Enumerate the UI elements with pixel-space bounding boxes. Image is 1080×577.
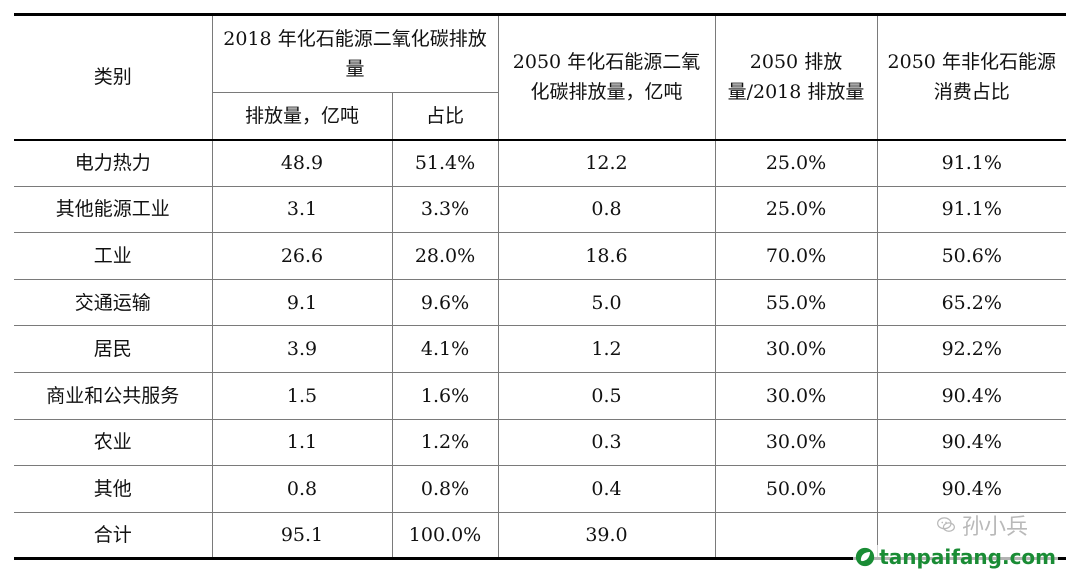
cell-2050-emission: 5.0 — [497, 279, 716, 327]
cell-2050-nonfossil-share: 50.6% — [876, 232, 1066, 280]
table-row: 其他能源工业 3.1 3.3% 0.8 25.0% 91.1% — [14, 186, 1066, 234]
cell-emission-ratio: 30.0% — [714, 419, 878, 467]
cell-category: 电力热力 — [14, 139, 213, 187]
emissions-table: 类别 2018 年化石能源二氧化碳排放量 2050 年化石能源二氧化碳排放量，亿… — [14, 13, 1066, 561]
cell-2050-emission: 1.2 — [497, 325, 716, 373]
cell-2018-share: 0.8% — [391, 465, 499, 513]
header-2018-share: 占比 — [391, 92, 498, 141]
cell-emission-ratio: 30.0% — [714, 372, 878, 420]
table-row: 电力热力 48.9 51.4% 12.2 25.0% 91.1% — [14, 139, 1066, 187]
cell-2018-emission: 9.1 — [211, 279, 393, 327]
cell-category: 农业 — [14, 419, 213, 467]
cell-2018-share: 9.6% — [391, 279, 499, 327]
cell-2018-emission: 1.1 — [211, 419, 393, 467]
cell-emission-ratio: 55.0% — [714, 279, 878, 327]
cell-category: 其他 — [14, 465, 213, 513]
table-row: 商业和公共服务 1.5 1.6% 0.5 30.0% 90.4% — [14, 372, 1066, 420]
cell-2050-nonfossil-share: 65.2% — [876, 279, 1066, 327]
cell-2050-nonfossil-share: 92.2% — [876, 325, 1066, 373]
cell-2018-share: 51.4% — [391, 139, 499, 187]
cell-category: 其他能源工业 — [14, 186, 213, 234]
cell-2018-emission: 26.6 — [211, 232, 393, 280]
cell-emission-ratio: 25.0% — [714, 186, 878, 234]
cell-2018-emission: 0.8 — [211, 465, 393, 513]
cell-2050-emission: 0.4 — [497, 465, 716, 513]
cell-2018-emission: 1.5 — [211, 372, 393, 420]
table-row: 工业 26.6 28.0% 18.6 70.0% 50.6% — [14, 232, 1066, 280]
header-emission-ratio: 2050 排放量/2018 排放量 — [714, 13, 878, 141]
header-2050-emission: 2050 年化石能源二氧化碳排放量，亿吨 — [497, 13, 716, 141]
table-row: 合计 95.1 100.0% 39.0 — [14, 512, 1066, 561]
cell-2018-share: 3.3% — [391, 186, 499, 234]
table-row: 居民 3.9 4.1% 1.2 30.0% 92.2% — [14, 325, 1066, 373]
cell-2050-emission: 12.2 — [497, 139, 716, 187]
cell-2050-emission: 18.6 — [497, 232, 716, 280]
cell-2018-emission: 95.1 — [211, 512, 393, 561]
cell-2050-emission: 0.5 — [497, 372, 716, 420]
cell-emission-ratio: 25.0% — [714, 139, 878, 187]
header-category: 类别 — [14, 13, 213, 141]
cell-category: 合计 — [14, 512, 213, 561]
cell-2018-share: 1.2% — [391, 419, 499, 467]
cell-2050-nonfossil-share — [876, 512, 1066, 561]
cell-emission-ratio — [714, 512, 878, 561]
table-row: 农业 1.1 1.2% 0.3 30.0% 90.4% — [14, 419, 1066, 467]
cell-2050-emission: 39.0 — [497, 512, 716, 561]
cell-category: 居民 — [14, 325, 213, 373]
cell-2018-share: 1.6% — [391, 372, 499, 420]
cell-emission-ratio: 50.0% — [714, 465, 878, 513]
cell-category: 商业和公共服务 — [14, 372, 213, 420]
cell-2050-nonfossil-share: 90.4% — [876, 372, 1066, 420]
header-2018-emission-group: 2018 年化石能源二氧化碳排放量 — [211, 13, 499, 93]
cell-2018-emission: 48.9 — [211, 139, 393, 187]
cell-2018-emission: 3.1 — [211, 186, 393, 234]
cell-2050-emission: 0.8 — [497, 186, 716, 234]
cell-category: 交通运输 — [14, 279, 213, 327]
header-2050-nonfossil-share: 2050 年非化石能源消费占比 — [876, 13, 1066, 141]
table-row: 交通运输 9.1 9.6% 5.0 55.0% 65.2% — [14, 279, 1066, 327]
table-body: 电力热力 48.9 51.4% 12.2 25.0% 91.1% 其他能源工业 3.1 3.3%… — [14, 139, 1066, 561]
cell-2050-nonfossil-share: 91.1% — [876, 139, 1066, 187]
cell-2050-emission: 0.3 — [497, 419, 716, 467]
cell-2018-share: 4.1% — [391, 325, 499, 373]
cell-emission-ratio: 30.0% — [714, 325, 878, 373]
cell-2050-nonfossil-share: 90.4% — [876, 419, 1066, 467]
cell-2018-emission: 3.9 — [211, 325, 393, 373]
cell-2050-nonfossil-share: 90.4% — [876, 465, 1066, 513]
cell-2018-share: 100.0% — [391, 512, 499, 561]
header-2018-emission: 排放量，亿吨 — [212, 92, 393, 141]
cell-emission-ratio: 70.0% — [714, 232, 878, 280]
cell-2050-nonfossil-share: 91.1% — [876, 186, 1066, 234]
cell-2018-share: 28.0% — [391, 232, 499, 280]
cell-category: 工业 — [14, 232, 213, 280]
table-row: 其他 0.8 0.8% 0.4 50.0% 90.4% — [14, 465, 1066, 513]
